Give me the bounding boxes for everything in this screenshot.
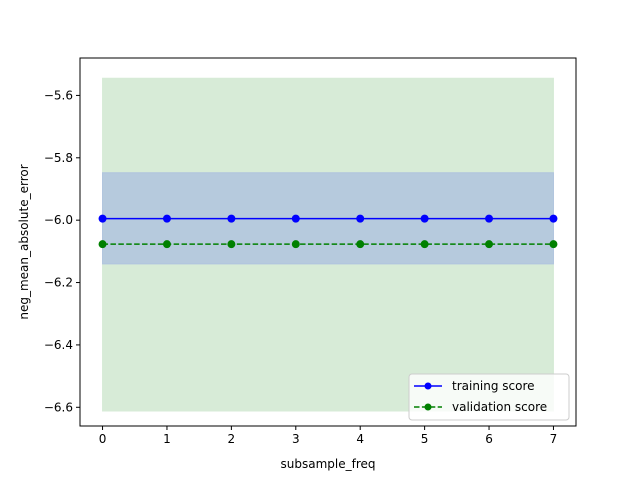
y-tick-label: −5.8 xyxy=(44,151,73,165)
x-tick-label: 5 xyxy=(421,432,429,446)
data-point-training xyxy=(356,214,365,223)
legend-box xyxy=(408,373,570,421)
y-tick-label: −5.6 xyxy=(44,88,73,102)
legend-label-validation: validation score xyxy=(452,400,547,414)
data-point-training xyxy=(420,214,429,223)
data-point-validation xyxy=(549,240,558,249)
legend-marker-validation xyxy=(424,403,432,411)
data-point-validation xyxy=(98,240,107,249)
series-layer xyxy=(98,214,558,249)
data-point-training xyxy=(227,214,236,223)
x-tick-label: 0 xyxy=(99,432,107,446)
x-tick-label: 6 xyxy=(485,432,493,446)
y-tick-label: −6.0 xyxy=(44,213,73,227)
legend: training score validation score xyxy=(408,373,570,421)
x-axis: 0 1 2 3 4 5 6 7 xyxy=(99,426,558,446)
data-point-validation xyxy=(162,240,171,249)
data-point-validation xyxy=(356,240,365,249)
data-point-validation xyxy=(485,240,494,249)
x-tick-label: 2 xyxy=(228,432,236,446)
x-tick-label: 4 xyxy=(356,432,364,446)
x-tick-label: 1 xyxy=(163,432,171,446)
y-axis-label: neg_mean_absolute_error xyxy=(17,164,31,319)
data-point-validation xyxy=(420,240,429,249)
legend-marker-training xyxy=(424,382,432,390)
y-tick-label: −6.4 xyxy=(44,338,73,352)
y-tick-label: −6.2 xyxy=(44,276,73,290)
x-axis-label: subsample_freq xyxy=(281,457,376,471)
data-point-validation xyxy=(227,240,236,249)
data-point-training xyxy=(485,214,494,223)
plot-frame xyxy=(79,57,577,427)
data-point-training xyxy=(98,214,107,223)
data-point-training xyxy=(291,214,300,223)
legend-label-training: training score xyxy=(452,379,535,393)
x-tick-label: 7 xyxy=(550,432,558,446)
data-point-training xyxy=(549,214,558,223)
data-point-validation xyxy=(291,240,300,249)
x-tick-label: 3 xyxy=(292,432,300,446)
data-point-training xyxy=(162,214,171,223)
y-tick-label: −6.6 xyxy=(44,400,73,414)
y-axis: −6.6 −6.4 −6.2 −6.0 −5.8 −5.6 xyxy=(44,88,80,414)
